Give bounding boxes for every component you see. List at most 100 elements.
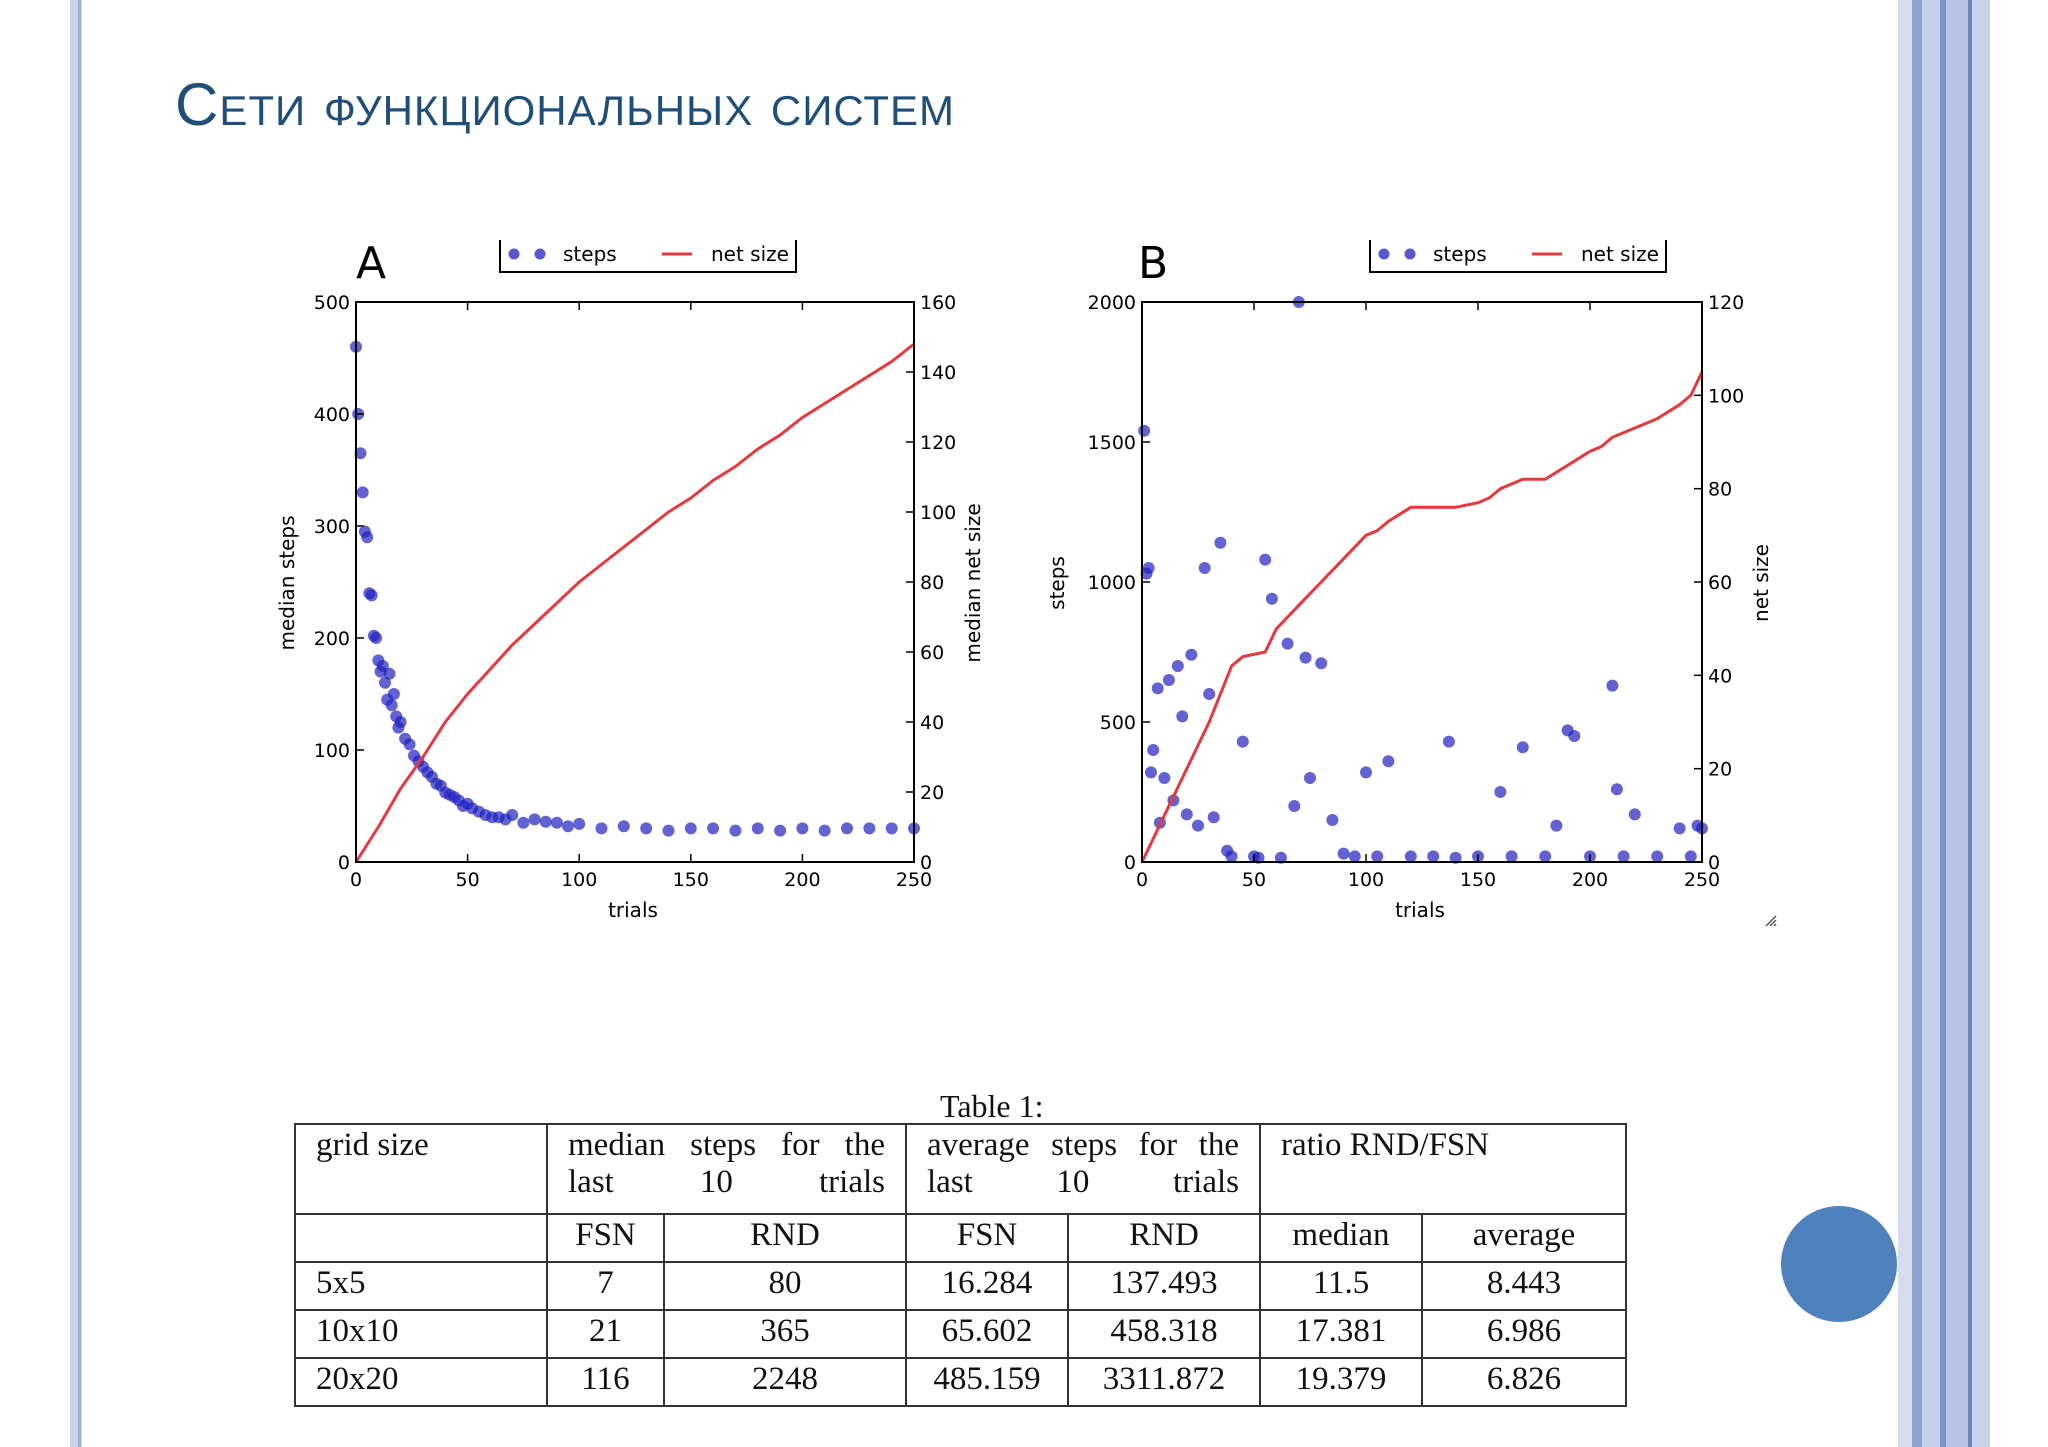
chart-a-xtick-label: 100 [561,869,597,891]
chart-a-y2tick-label: 120 [920,432,956,454]
cell-grid-size: 5x5 [294,1261,548,1311]
cell-median-fsn: 21 [546,1309,665,1359]
cell-average-rnd: 137.493 [1067,1261,1261,1311]
chart-a-steps-point [361,531,374,544]
chart-a-ytick-label: 300 [314,516,350,538]
chart-a-steps-point [528,813,541,826]
chart-b-axes: 0 50 100 150 200 2500500100015002000020406080… [1088,292,1745,891]
resize-handle-icon[interactable] [1760,910,1780,930]
chart-a-xlabel: trials [608,898,658,922]
chart-b-steps-point [1259,553,1272,566]
chart-a: 0 50 100 150 200 2500100200300400500020406080… [275,238,985,922]
chart-a-ylabel-right: median net size [961,503,985,662]
chart-b-steps-point [1252,851,1265,864]
cell-median-rnd: 80 [663,1261,907,1311]
chart-b-steps-point [1449,851,1462,864]
chart-b-panel-label: B [1138,238,1168,289]
cell-ratio-median: 17.381 [1259,1309,1423,1359]
chart-b-legend-dot [1404,248,1416,260]
chart-a-legend-dot [534,248,546,260]
chart-b-ytick-label: 2000 [1088,292,1136,314]
chart-b-xtick-label: 250 [1684,869,1720,891]
cell-grid-size: 20x20 [294,1357,548,1407]
chart-a-steps-point [370,632,383,644]
right-border-stripe [1946,0,1968,1447]
chart-b-steps-point [1265,592,1278,605]
chart-b-legend: steps net size [1369,240,1667,273]
header-average-steps: average steps for the last 10 trials [905,1123,1261,1215]
chart-a-y2tick-label: 100 [920,502,956,524]
chart-a-steps-point [662,824,675,837]
chart-a-y2tick-label: 40 [920,712,944,734]
chart-b-xtick-label: 200 [1572,869,1608,891]
chart-b-y2tick-label: 120 [1708,292,1744,314]
chart-b-frame [1141,301,1703,863]
chart-b-steps-point [1606,679,1619,692]
chart-b-steps-point [1371,850,1384,863]
chart-b-steps-point [1550,819,1563,832]
chart-b-steps-point [1539,850,1552,863]
chart-b-y2tick-label: 20 [1708,759,1732,781]
chart-a-xtick-label: 50 [456,869,480,891]
right-border-stripe [1912,0,1922,1447]
chart-a-steps-point [365,589,378,602]
chart-b-ylabel-right: net size [1749,544,1770,622]
table-subheader-row: FSN RND FSN RND median average [294,1213,1627,1263]
chart-a-ytick-label: 200 [314,628,350,650]
chart-b-steps-point [1180,808,1193,821]
cell-median-fsn: 7 [546,1261,665,1311]
results-table: grid size median steps for the last 10 t… [294,1123,1627,1407]
chart-a-y2tick-label: 160 [920,292,956,314]
chart-b-steps-point [1617,850,1630,863]
chart-a-xtick-label: 250 [896,869,932,891]
chart-a-steps-point [595,822,608,835]
chart-b-steps-point [1651,850,1664,863]
chart-b-y2tick-label: 40 [1708,665,1732,687]
chart-b-steps-point [1176,710,1189,723]
decorative-circle [1781,1206,1897,1322]
chart-a-y2tick-label: 60 [920,642,944,664]
chart-a-steps-point [841,822,853,835]
chart-a-legend-net-size: net size [711,242,789,266]
left-border-line [78,0,81,1447]
chart-a-y2tick-label: 20 [920,782,944,804]
chart-b-xlabel: trials [1395,898,1445,922]
chart-b-steps-point [1274,851,1287,864]
chart-b-steps-point [1192,819,1204,832]
chart-a-steps-point [774,824,787,837]
chart-a-xtick-label: 200 [784,869,820,891]
chart-b-steps-point [1299,651,1312,664]
chart-b-steps-point [1142,562,1155,574]
chart-a-steps-point [863,822,876,835]
chart-a-steps-point [517,816,530,829]
chart-a-steps-point [354,447,367,460]
table-row: 5x5 7 80 16.284 137.493 11.5 8.443 [294,1261,1627,1311]
chart-a-axes: 0 50 100 150 200 2500100200300400500020406080… [314,292,957,891]
chart-b-steps-point [1442,735,1455,748]
cell-ratio-average: 6.986 [1421,1309,1627,1359]
chart-b-steps-point [1628,808,1641,821]
chart-a-steps-point [539,815,552,828]
cell-grid-size: 10x10 [294,1309,548,1359]
cell-average-fsn: 485.159 [905,1357,1069,1407]
chart-b-steps-point [1427,850,1440,863]
right-border-stripe [1922,0,1940,1447]
subheader-median-fsn: FSN [546,1213,665,1263]
chart-b-steps-point [1326,814,1339,826]
cell-ratio-average: 8.443 [1421,1261,1627,1311]
right-border-stripe [1968,0,1972,1447]
chart-a-steps-point [383,667,396,680]
cell-average-rnd: 458.318 [1067,1309,1261,1359]
cell-ratio-median: 19.379 [1259,1357,1423,1407]
chart-b-steps-point [1138,424,1151,437]
chart-b-steps-point [1360,766,1372,779]
chart-b-steps-point [1304,772,1316,784]
chart-a-steps-point [506,809,519,821]
chart-a-steps-point [751,822,764,835]
chart-a-legend-dot [508,248,520,260]
chart-a-steps-point [387,688,400,700]
table-caption: Table 1: [940,1088,1044,1124]
cell-average-fsn: 16.284 [905,1261,1069,1311]
chart-b-legend-steps: steps [1433,242,1487,266]
cell-median-fsn: 116 [546,1357,665,1407]
